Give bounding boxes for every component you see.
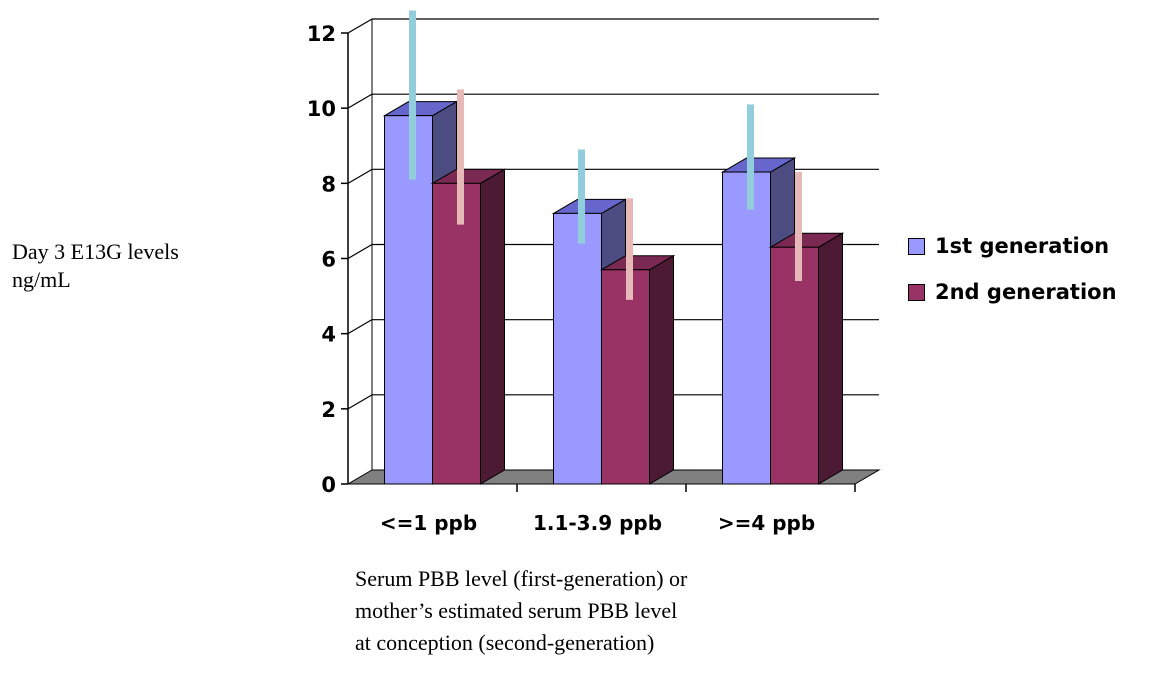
gridline-side-6 bbox=[347, 243, 373, 260]
x-axis-label: Serum PBB level (first-generation) or mo… bbox=[355, 566, 688, 655]
y-tick-label-12: 12 bbox=[307, 22, 336, 46]
y-tick-label-10: 10 bbox=[307, 97, 336, 121]
y-axis-label: Day 3 E13G levels ng/mL bbox=[12, 239, 179, 292]
gridline-side-10 bbox=[347, 93, 373, 109]
y-tick-label-2: 2 bbox=[321, 398, 336, 422]
bar-2nd-generation-0-side bbox=[480, 168, 505, 485]
bar-1st-generation-0 bbox=[384, 115, 433, 485]
bar-2nd-generation-1-side bbox=[649, 254, 674, 485]
gridline-side-8 bbox=[347, 168, 373, 184]
legend: 1st generation 2nd generation bbox=[908, 232, 1117, 324]
legend-label-2nd-generation: 2nd generation bbox=[935, 280, 1117, 304]
legend-swatch-2nd-generation bbox=[908, 283, 925, 301]
bar-2nd-generation-2 bbox=[770, 246, 819, 485]
y-tick-label-0: 0 bbox=[321, 473, 336, 497]
x-tick-label-2: >=4 ppb bbox=[718, 511, 815, 535]
legend-item-1st-generation: 1st generation bbox=[908, 232, 1117, 260]
legend-item-2nd-generation: 2nd generation bbox=[908, 278, 1117, 306]
x-tick-label-1: 1.1-3.9 ppb bbox=[533, 511, 662, 535]
legend-swatch-1st-generation bbox=[908, 237, 925, 255]
y-tick-label-8: 8 bbox=[321, 172, 336, 196]
gridline-side-2 bbox=[347, 394, 373, 410]
x-tick-label-0: <=1 ppb bbox=[380, 511, 477, 535]
bar-2nd-generation-1 bbox=[601, 269, 650, 485]
legend-label-1st-generation: 1st generation bbox=[935, 234, 1110, 258]
bar-2nd-generation-2-side bbox=[818, 232, 843, 485]
y-tick-label-6: 6 bbox=[321, 248, 336, 272]
bar-1st-generation-1 bbox=[553, 212, 602, 485]
y-tick-label-4: 4 bbox=[321, 323, 336, 347]
bar-2nd-generation-0 bbox=[432, 182, 481, 485]
gridline-side-4 bbox=[347, 319, 373, 335]
bar-1st-generation-2 bbox=[722, 171, 771, 485]
gridline-side-12 bbox=[347, 18, 373, 34]
